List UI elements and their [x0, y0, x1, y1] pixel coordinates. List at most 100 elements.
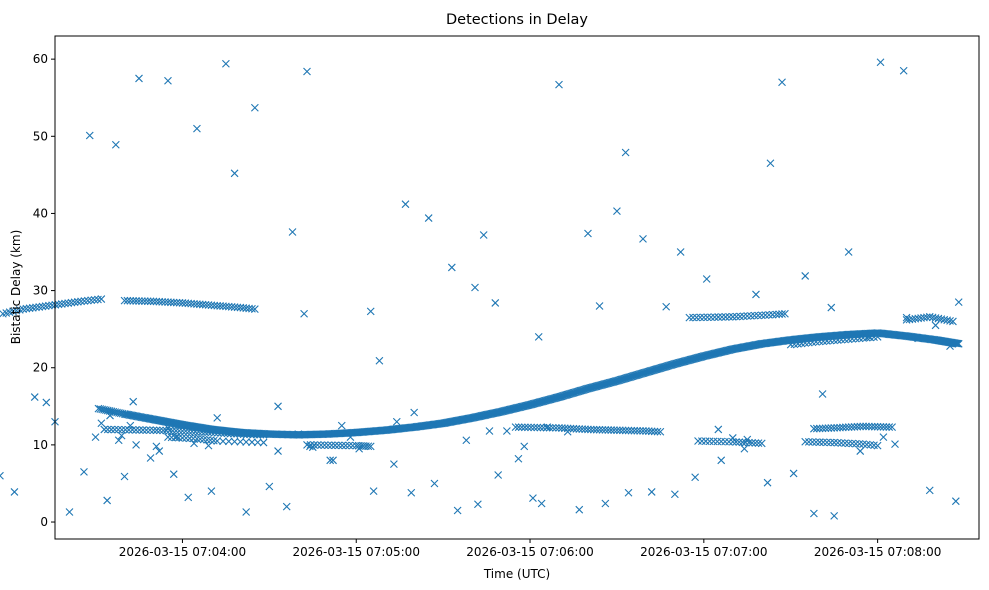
data-point	[879, 423, 888, 431]
data-point	[0, 471, 4, 480]
data-point	[57, 300, 66, 308]
data-point	[837, 439, 846, 447]
data-point	[226, 429, 235, 438]
data-point	[736, 312, 744, 321]
data-point	[243, 430, 251, 439]
data-point	[529, 494, 537, 503]
data-point	[213, 413, 222, 422]
data-point	[876, 422, 885, 431]
data-point	[821, 424, 830, 433]
data-point	[85, 131, 94, 140]
data-point	[598, 425, 607, 434]
data-point	[595, 302, 604, 310]
data-point	[230, 169, 239, 178]
data-point	[64, 299, 73, 307]
y-tick-label: 0	[40, 515, 48, 529]
data-point	[859, 422, 868, 431]
data-point	[138, 297, 146, 305]
data-point	[220, 429, 229, 438]
data-point	[236, 437, 245, 446]
data-point	[633, 426, 642, 435]
data-point	[117, 425, 126, 434]
data-point	[338, 441, 347, 450]
data-point	[206, 436, 215, 445]
data-point	[838, 423, 847, 432]
data-point	[689, 313, 697, 322]
data-point	[320, 441, 329, 450]
data-point	[644, 427, 653, 436]
data-point	[132, 297, 140, 305]
data-point	[543, 423, 552, 432]
y-axis: 0 10 20 30 40 50 60	[33, 52, 55, 529]
data-point	[827, 424, 836, 432]
data-point	[310, 441, 318, 449]
data-point	[827, 303, 836, 312]
data-point	[222, 59, 230, 68]
data-point	[714, 425, 723, 434]
data-point	[103, 425, 112, 434]
data-point	[739, 312, 748, 321]
data-point	[743, 435, 752, 444]
data-point	[424, 214, 433, 222]
data-point	[952, 339, 961, 348]
data-point	[841, 423, 850, 432]
data-point	[172, 433, 181, 442]
data-point	[129, 296, 138, 305]
data-point	[126, 296, 135, 305]
data-point	[223, 429, 232, 438]
data-point	[765, 310, 773, 319]
y-tick-label: 60	[33, 52, 48, 66]
data-point	[604, 426, 613, 434]
data-point	[41, 302, 50, 310]
data-point	[346, 433, 355, 442]
data-point	[615, 426, 624, 435]
data-point	[97, 295, 106, 303]
data-point	[155, 297, 164, 306]
data-point	[44, 301, 53, 310]
data-point	[152, 426, 161, 435]
data-point	[324, 441, 332, 450]
data-point	[236, 430, 245, 438]
data-point	[830, 424, 839, 432]
data-point	[164, 76, 172, 85]
data-point	[902, 313, 911, 322]
data-point	[732, 438, 740, 446]
data-point	[718, 313, 726, 321]
data-point	[313, 441, 322, 449]
data-point	[692, 313, 701, 322]
data-point	[156, 426, 164, 435]
data-point	[87, 296, 96, 305]
data-point	[555, 80, 563, 89]
data-point	[390, 460, 398, 469]
data-point	[54, 300, 63, 309]
data-point	[159, 426, 168, 435]
data-point	[778, 310, 786, 318]
data-point	[197, 428, 206, 436]
data-point	[327, 441, 336, 450]
data-point	[747, 311, 755, 320]
data-point	[801, 272, 810, 280]
data-point	[810, 509, 818, 518]
data-point	[613, 207, 621, 216]
data-point	[326, 456, 335, 465]
data-point	[714, 313, 723, 321]
data-point	[471, 283, 479, 292]
data-point	[545, 423, 554, 432]
data-point	[867, 422, 876, 431]
data-point	[265, 482, 274, 491]
data-point	[710, 313, 719, 322]
data-point	[191, 427, 200, 436]
data-point	[166, 298, 175, 307]
chart-title: Detections in Delay	[446, 12, 588, 28]
y-tick-label: 50	[33, 129, 48, 143]
data-point	[158, 297, 167, 306]
data-point	[242, 438, 251, 446]
data-point	[572, 424, 581, 433]
data-point	[193, 124, 201, 133]
data-point	[552, 423, 560, 432]
data-point	[366, 442, 375, 451]
data-point	[586, 425, 595, 434]
data-point	[761, 311, 770, 319]
data-point	[951, 497, 960, 506]
data-point	[607, 426, 616, 434]
